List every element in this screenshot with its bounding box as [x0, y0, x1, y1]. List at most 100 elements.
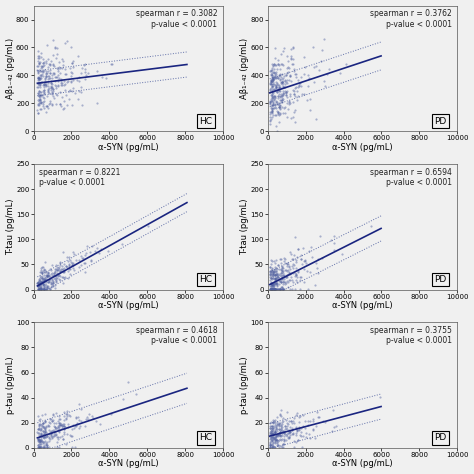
Point [59, 265, 66, 273]
Point [63, 79, 71, 86]
Point [41, 273, 48, 281]
Point [312, 422, 319, 429]
Point [292, 233, 299, 240]
Point [272, 433, 279, 440]
Point [36, 284, 44, 292]
Point [283, 100, 291, 107]
Point [274, 94, 282, 102]
Point [42, 426, 49, 433]
Point [294, 246, 302, 253]
Point [301, 256, 309, 264]
Point [278, 429, 286, 437]
Point [61, 86, 69, 94]
Point [281, 90, 288, 97]
Point [34, 281, 42, 289]
Point [64, 410, 71, 418]
Point [46, 419, 54, 427]
Point [268, 280, 276, 288]
Point [277, 101, 284, 109]
Point [50, 432, 57, 440]
Point [273, 88, 280, 95]
Point [86, 248, 93, 256]
Point [90, 414, 97, 421]
Point [293, 427, 301, 435]
Point [277, 277, 284, 284]
Point [287, 250, 294, 258]
Point [61, 77, 68, 85]
Point [88, 256, 95, 264]
Point [276, 104, 283, 112]
Point [56, 421, 64, 428]
Point [277, 278, 285, 286]
Point [283, 271, 291, 279]
Point [39, 68, 47, 75]
Point [288, 427, 296, 434]
Point [66, 432, 74, 439]
Point [274, 432, 282, 440]
Point [68, 443, 76, 450]
Point [46, 415, 54, 422]
Point [55, 59, 63, 66]
Point [280, 104, 288, 112]
Point [36, 88, 44, 95]
Point [266, 439, 274, 447]
Point [43, 443, 50, 450]
Point [51, 43, 58, 51]
Point [271, 94, 279, 101]
Point [266, 98, 274, 106]
Point [271, 73, 278, 81]
Point [275, 265, 283, 273]
Point [276, 271, 284, 279]
Point [274, 261, 282, 269]
Point [270, 73, 277, 80]
Text: PD: PD [434, 275, 447, 284]
Point [273, 276, 281, 283]
Point [57, 421, 64, 429]
Point [66, 412, 74, 420]
Point [45, 60, 53, 68]
Point [273, 88, 281, 96]
Point [279, 267, 287, 274]
Point [34, 280, 41, 287]
Point [272, 285, 279, 293]
Point [279, 264, 287, 272]
Point [34, 101, 42, 109]
Point [42, 433, 50, 441]
Point [280, 47, 287, 55]
Point [268, 66, 276, 74]
Point [41, 274, 49, 282]
Point [54, 65, 62, 73]
Point [55, 423, 63, 431]
Point [273, 280, 280, 288]
Point [295, 81, 302, 89]
Point [39, 281, 47, 288]
Point [296, 79, 303, 87]
Point [36, 438, 44, 446]
Point [273, 437, 281, 444]
Point [270, 429, 278, 437]
Point [268, 285, 276, 293]
Point [56, 268, 64, 275]
Point [272, 74, 280, 82]
Point [284, 278, 292, 286]
Point [77, 252, 84, 260]
Point [273, 431, 280, 439]
Point [306, 430, 313, 438]
Point [270, 104, 277, 112]
Point [272, 82, 280, 89]
Point [77, 262, 85, 269]
Point [266, 113, 274, 121]
Point [56, 70, 64, 77]
Point [43, 285, 51, 293]
Point [267, 425, 274, 432]
Point [301, 418, 309, 425]
Point [37, 50, 45, 57]
Point [275, 72, 283, 79]
Point [290, 87, 297, 94]
Point [34, 282, 41, 290]
Point [276, 72, 283, 80]
Point [54, 427, 61, 434]
Point [44, 104, 52, 112]
Point [267, 429, 274, 437]
Point [55, 428, 62, 436]
